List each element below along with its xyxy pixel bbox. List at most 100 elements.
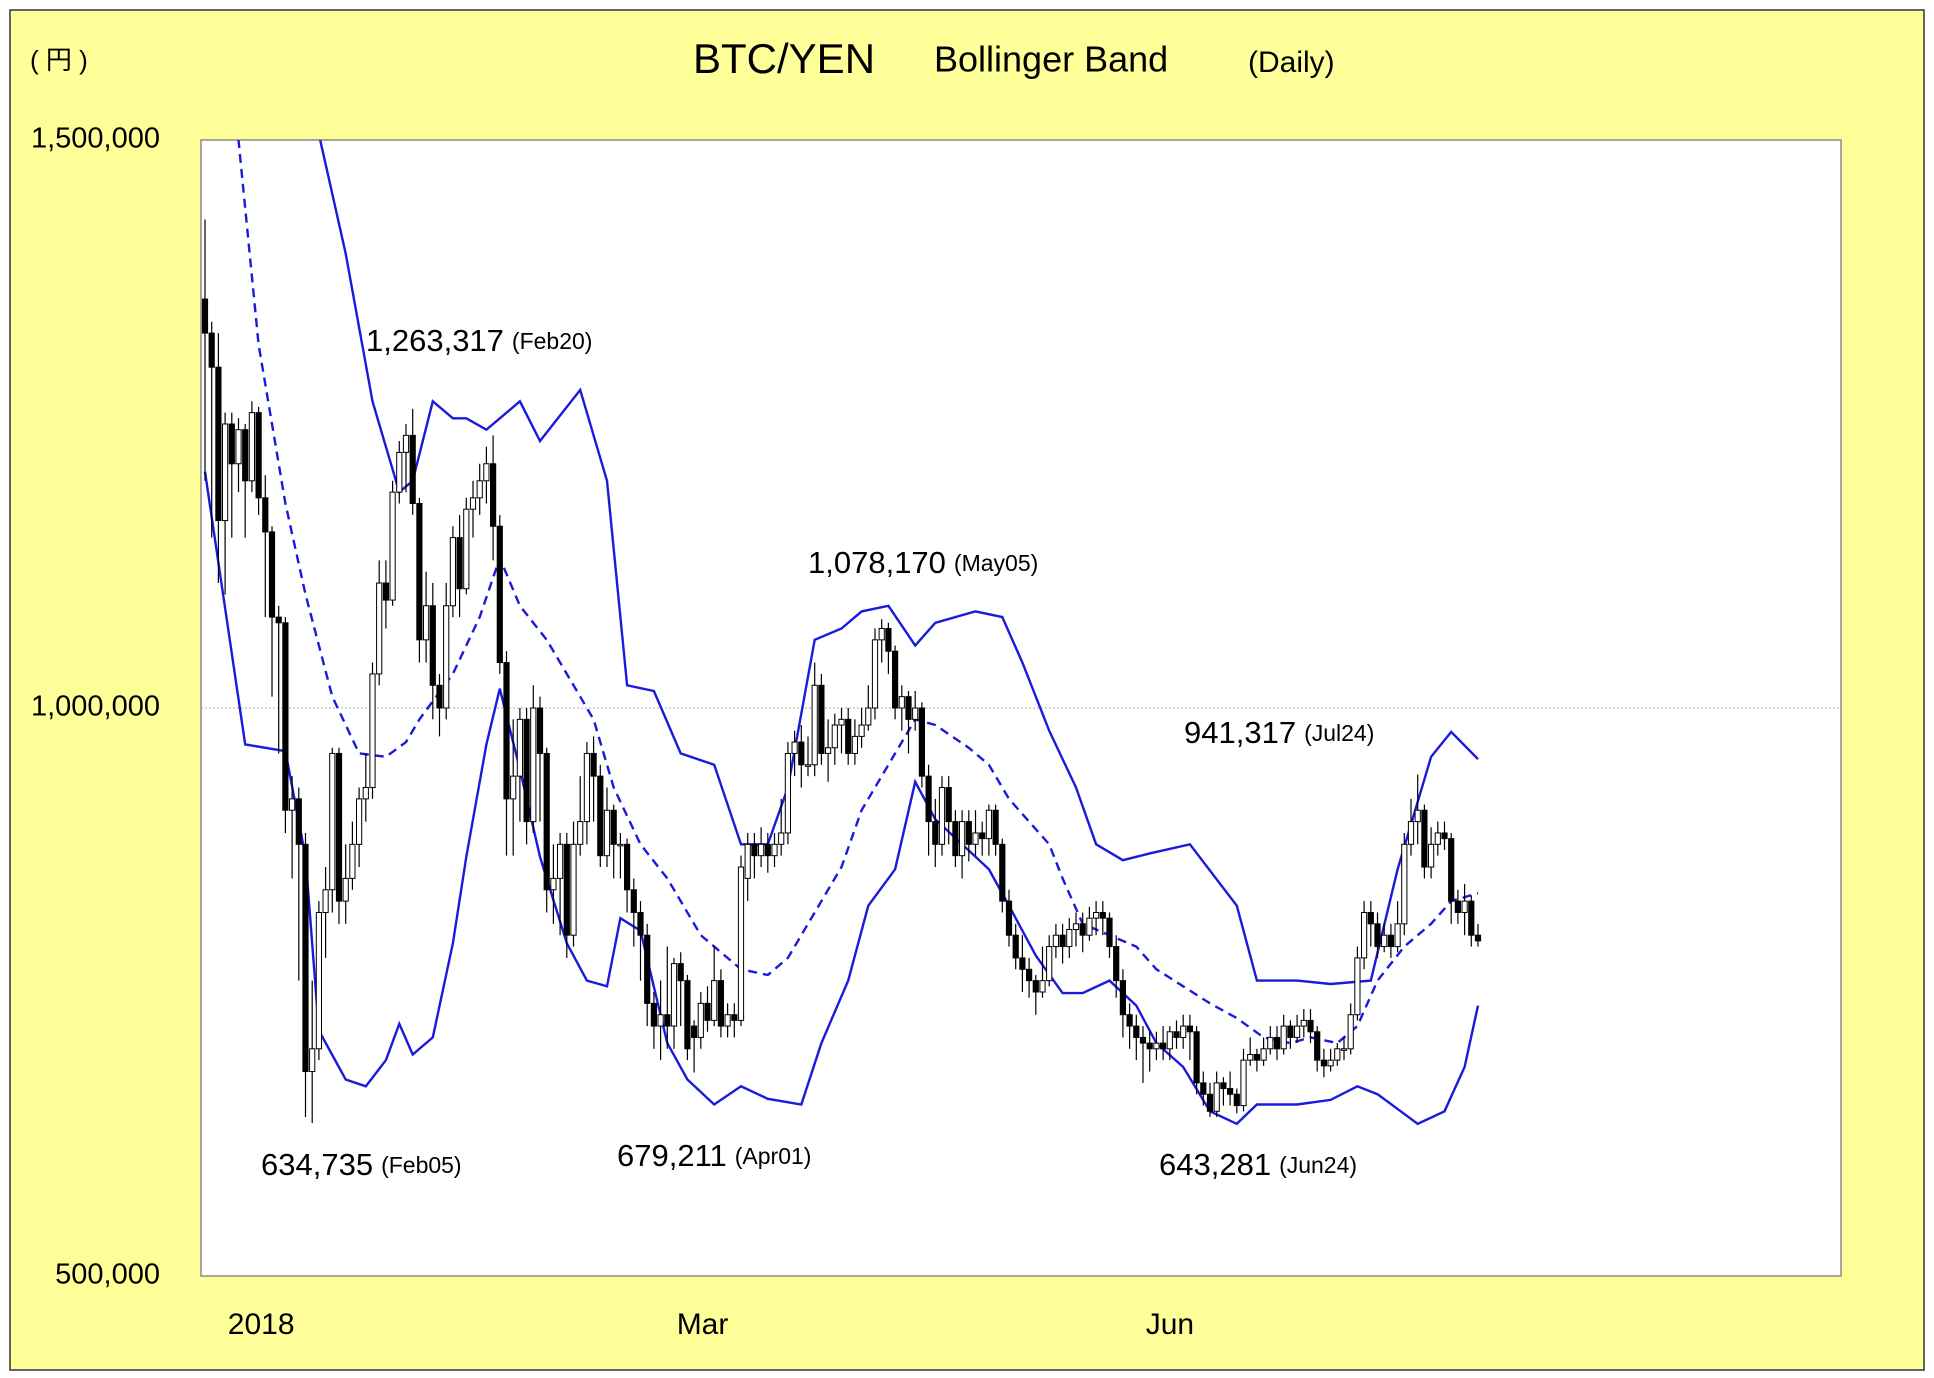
annotation: 643,281 (Jun24) — [1159, 1147, 1357, 1182]
candle-body — [557, 843, 564, 879]
candle-body — [335, 752, 343, 902]
annotation-value: 1,263,317 — [366, 323, 504, 358]
candle-body — [570, 843, 577, 936]
candle-body — [436, 684, 443, 709]
labels: 500,000 1,000,000 1,500,000 2018 Mar Jun 1,263… — [31, 123, 1374, 1341]
candle-body — [871, 639, 879, 709]
bands — [203, 140, 1480, 1126]
candle-body — [536, 707, 544, 754]
candle-body — [530, 707, 537, 823]
y-tick-label: 1,500,000 — [31, 123, 160, 155]
candle-body — [490, 463, 497, 527]
candle-body — [322, 889, 329, 913]
candle-body — [1133, 1025, 1140, 1038]
candle-body — [1093, 911, 1100, 919]
candle-body — [389, 491, 396, 601]
candle-body — [831, 724, 838, 749]
candle-body — [255, 412, 262, 499]
candle-body — [1273, 1036, 1281, 1050]
candle-body — [1113, 946, 1120, 982]
candle-body — [1012, 934, 1019, 959]
candle-body — [282, 622, 289, 811]
candle-body — [1461, 900, 1468, 913]
annotation: 679,211 (Apr01) — [617, 1138, 811, 1173]
annotation: 1,263,317 (Feb20) — [366, 323, 592, 358]
annotation-date: (Jul24) — [1304, 720, 1374, 746]
candle-body — [845, 718, 852, 754]
candle-body — [1247, 1053, 1254, 1061]
candle-body — [1227, 1088, 1234, 1095]
candle-body — [1374, 923, 1381, 948]
candle-body — [1320, 1059, 1328, 1067]
candle-body — [1327, 1059, 1334, 1067]
candle-body — [764, 843, 771, 857]
candle-body — [1180, 1025, 1187, 1038]
candle-body — [349, 843, 356, 879]
candle-body — [617, 843, 624, 847]
candle-body — [945, 787, 952, 823]
candle-body — [429, 605, 436, 686]
candle-body — [825, 747, 832, 754]
band-line — [237, 140, 1479, 1045]
candle-body — [577, 821, 584, 845]
candle-body — [637, 911, 644, 936]
candle-body — [1421, 809, 1428, 868]
candle-body — [1448, 838, 1455, 902]
candle-body — [771, 843, 778, 857]
candle-body — [992, 809, 999, 845]
candle-body — [791, 741, 798, 754]
candle-body — [1200, 1082, 1207, 1095]
candle-body — [1086, 917, 1093, 936]
candle-body — [1032, 980, 1039, 993]
candle-body — [1394, 923, 1401, 948]
candle-body — [892, 650, 899, 709]
candle-body — [215, 366, 222, 522]
chart-period: (Daily) — [1248, 46, 1335, 79]
candle-body — [1381, 934, 1388, 948]
candle-body — [563, 843, 570, 936]
y-unit-label: ( 円 ) — [30, 45, 88, 75]
candle-body — [1052, 934, 1060, 948]
candle-body — [516, 718, 523, 777]
candle-body — [979, 832, 986, 840]
candle-body — [1005, 900, 1013, 936]
candle-body — [382, 582, 389, 601]
candle-body — [1119, 980, 1127, 1016]
candle-body — [1139, 1036, 1147, 1044]
candle-body — [885, 627, 892, 652]
candle-body — [1347, 1014, 1354, 1050]
candle-body — [670, 963, 678, 1027]
candle-body — [1173, 1031, 1180, 1038]
candle-body — [1253, 1053, 1261, 1061]
candle-body — [838, 718, 845, 726]
candle-body — [302, 843, 309, 1073]
candle-body — [583, 752, 590, 823]
candle-body — [818, 684, 825, 754]
annotation-date: (Jun24) — [1279, 1152, 1357, 1178]
candle-body — [905, 696, 912, 720]
candle-body — [362, 787, 369, 800]
candle-body — [851, 735, 858, 754]
candle-body — [503, 662, 510, 800]
x-tick-label: 2018 — [228, 1308, 295, 1341]
candle-body — [1206, 1093, 1214, 1112]
candle-body — [476, 480, 483, 499]
candle-body — [798, 741, 805, 766]
candle-body — [222, 423, 229, 522]
candle-body — [1340, 1048, 1348, 1051]
candle-body — [356, 798, 363, 845]
candle-body — [1072, 923, 1080, 931]
annotation-value: 643,281 — [1159, 1147, 1271, 1182]
candle-body — [295, 798, 302, 845]
candle-body — [717, 980, 724, 1027]
annotation: 1,078,170 (May05) — [808, 545, 1038, 580]
candle-body — [684, 980, 691, 1050]
annotation-date: (May05) — [954, 550, 1038, 576]
candle-body — [543, 752, 550, 891]
candle-body — [603, 809, 611, 857]
y-tick-label: 500,000 — [55, 1259, 160, 1291]
candle-body — [1387, 934, 1395, 948]
candle-body — [597, 775, 604, 857]
candle-body — [1428, 843, 1435, 868]
